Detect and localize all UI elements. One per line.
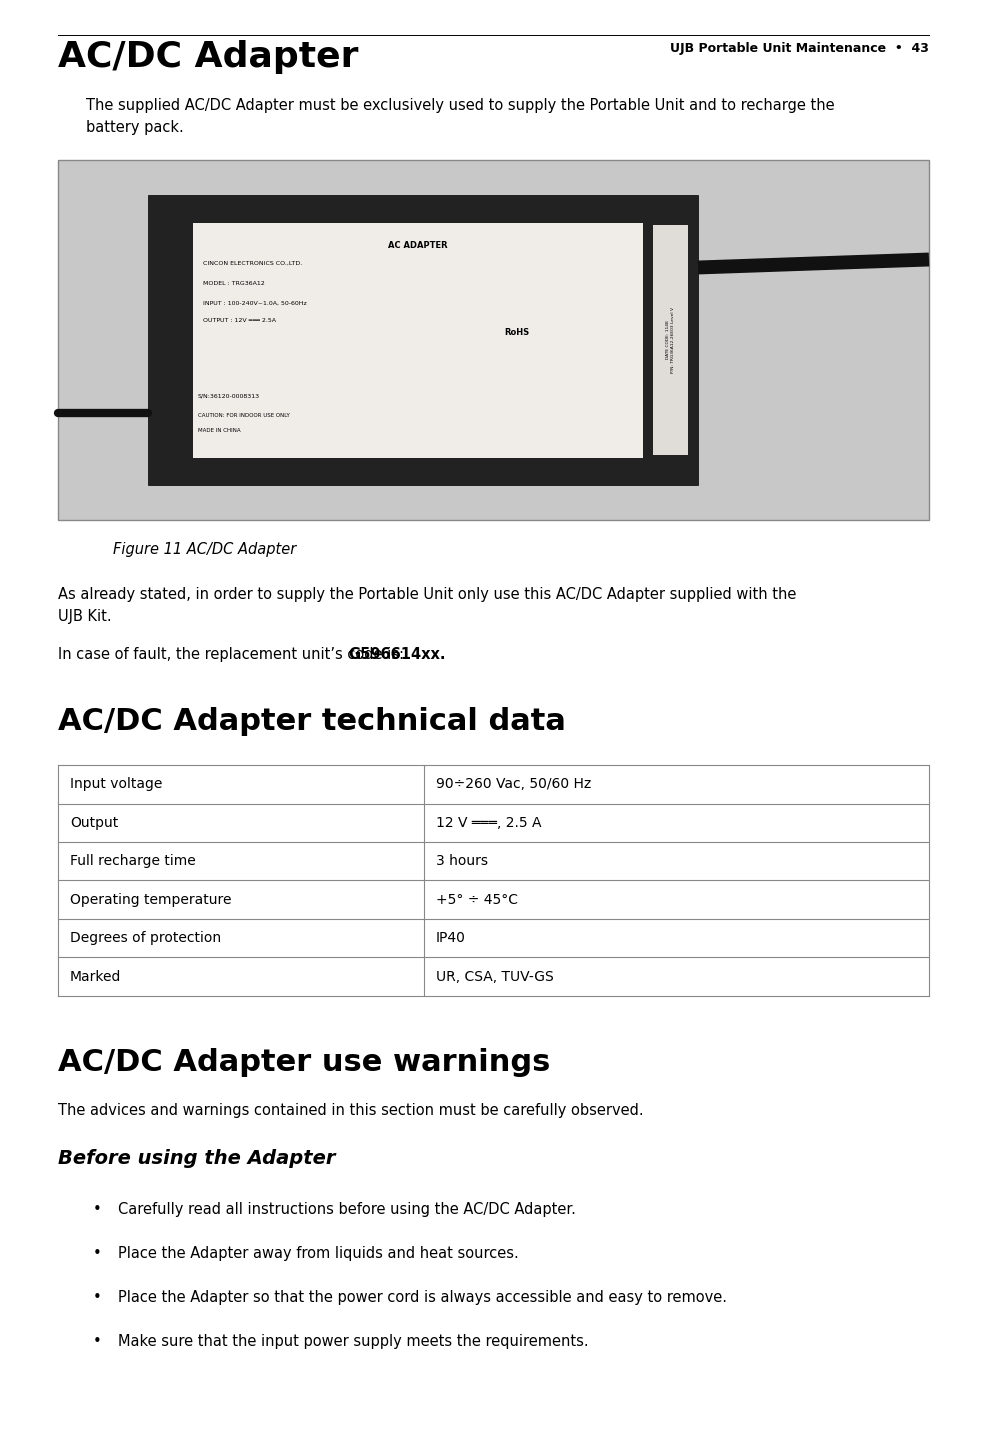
Text: •: • <box>93 1202 101 1216</box>
Bar <box>58 159 929 520</box>
Text: As already stated, in order to supply the Portable Unit only use this AC/DC Adap: As already stated, in order to supply th… <box>58 586 796 624</box>
Text: Degrees of protection: Degrees of protection <box>70 931 221 946</box>
Text: UJB Portable Unit Maintenance  •  43: UJB Portable Unit Maintenance • 43 <box>670 42 929 55</box>
Text: DATE CODE: 1148
P/N: TRG36A12-26E03 Level V: DATE CODE: 1148 P/N: TRG36A12-26E03 Leve… <box>666 307 675 374</box>
Text: G596614xx.: G596614xx. <box>348 647 446 662</box>
Text: Figure 11 AC/DC Adapter: Figure 11 AC/DC Adapter <box>113 542 296 557</box>
Text: AC/DC Adapter: AC/DC Adapter <box>58 41 358 74</box>
Text: RoHS: RoHS <box>505 329 529 337</box>
Text: 90÷260 Vac, 50/60 Hz: 90÷260 Vac, 50/60 Hz <box>436 778 591 791</box>
Text: IP40: IP40 <box>436 931 465 946</box>
Text: Place the Adapter away from liquids and heat sources.: Place the Adapter away from liquids and … <box>118 1245 519 1261</box>
Text: UR, CSA, TUV-GS: UR, CSA, TUV-GS <box>436 970 554 983</box>
Text: Operating temperature: Operating temperature <box>70 893 231 906</box>
Text: Before using the Adapter: Before using the Adapter <box>58 1150 336 1169</box>
Text: CAUTION: FOR INDOOR USE ONLY: CAUTION: FOR INDOOR USE ONLY <box>198 413 289 418</box>
Text: AC/DC Adapter use warnings: AC/DC Adapter use warnings <box>58 1048 550 1077</box>
Text: Place the Adapter so that the power cord is always accessible and easy to remove: Place the Adapter so that the power cord… <box>118 1290 727 1305</box>
Text: OUTPUT : 12V ═══ 2.5A: OUTPUT : 12V ═══ 2.5A <box>203 319 276 323</box>
Text: 3 hours: 3 hours <box>436 854 488 869</box>
Text: 12 V ═══, 2.5 A: 12 V ═══, 2.5 A <box>436 815 541 830</box>
Text: •: • <box>93 1290 101 1305</box>
Text: Carefully read all instructions before using the AC/DC Adapter.: Carefully read all instructions before u… <box>118 1202 576 1216</box>
Text: AC/DC Adapter technical data: AC/DC Adapter technical data <box>58 707 566 736</box>
Text: INPUT : 100-240V~1.0A, 50-60Hz: INPUT : 100-240V~1.0A, 50-60Hz <box>203 301 307 306</box>
Text: AC ADAPTER: AC ADAPTER <box>388 240 448 251</box>
Text: Full recharge time: Full recharge time <box>70 854 196 869</box>
Text: In case of fault, the replacement unit’s code is:: In case of fault, the replacement unit’s… <box>58 647 408 662</box>
Text: Make sure that the input power supply meets the requirements.: Make sure that the input power supply me… <box>118 1334 588 1350</box>
Text: Marked: Marked <box>70 970 121 983</box>
Text: The supplied AC/DC Adapter must be exclusively used to supply the Portable Unit : The supplied AC/DC Adapter must be exclu… <box>86 98 834 135</box>
Bar <box>653 224 688 455</box>
Text: MADE IN CHINA: MADE IN CHINA <box>198 429 241 433</box>
Bar <box>193 223 643 458</box>
Text: The advices and warnings contained in this section must be carefully observed.: The advices and warnings contained in th… <box>58 1103 644 1118</box>
Text: CINCON ELECTRONICS CO.,LTD.: CINCON ELECTRONICS CO.,LTD. <box>203 261 302 266</box>
Bar <box>148 195 698 485</box>
Text: •: • <box>93 1245 101 1261</box>
Text: S/N:36120-0008313: S/N:36120-0008313 <box>198 392 260 398</box>
Text: MODEL : TRG36A12: MODEL : TRG36A12 <box>203 281 265 287</box>
Text: •: • <box>93 1334 101 1350</box>
Text: Input voltage: Input voltage <box>70 778 162 791</box>
Text: Output: Output <box>70 815 118 830</box>
Text: +5° ÷ 45°C: +5° ÷ 45°C <box>436 893 518 906</box>
